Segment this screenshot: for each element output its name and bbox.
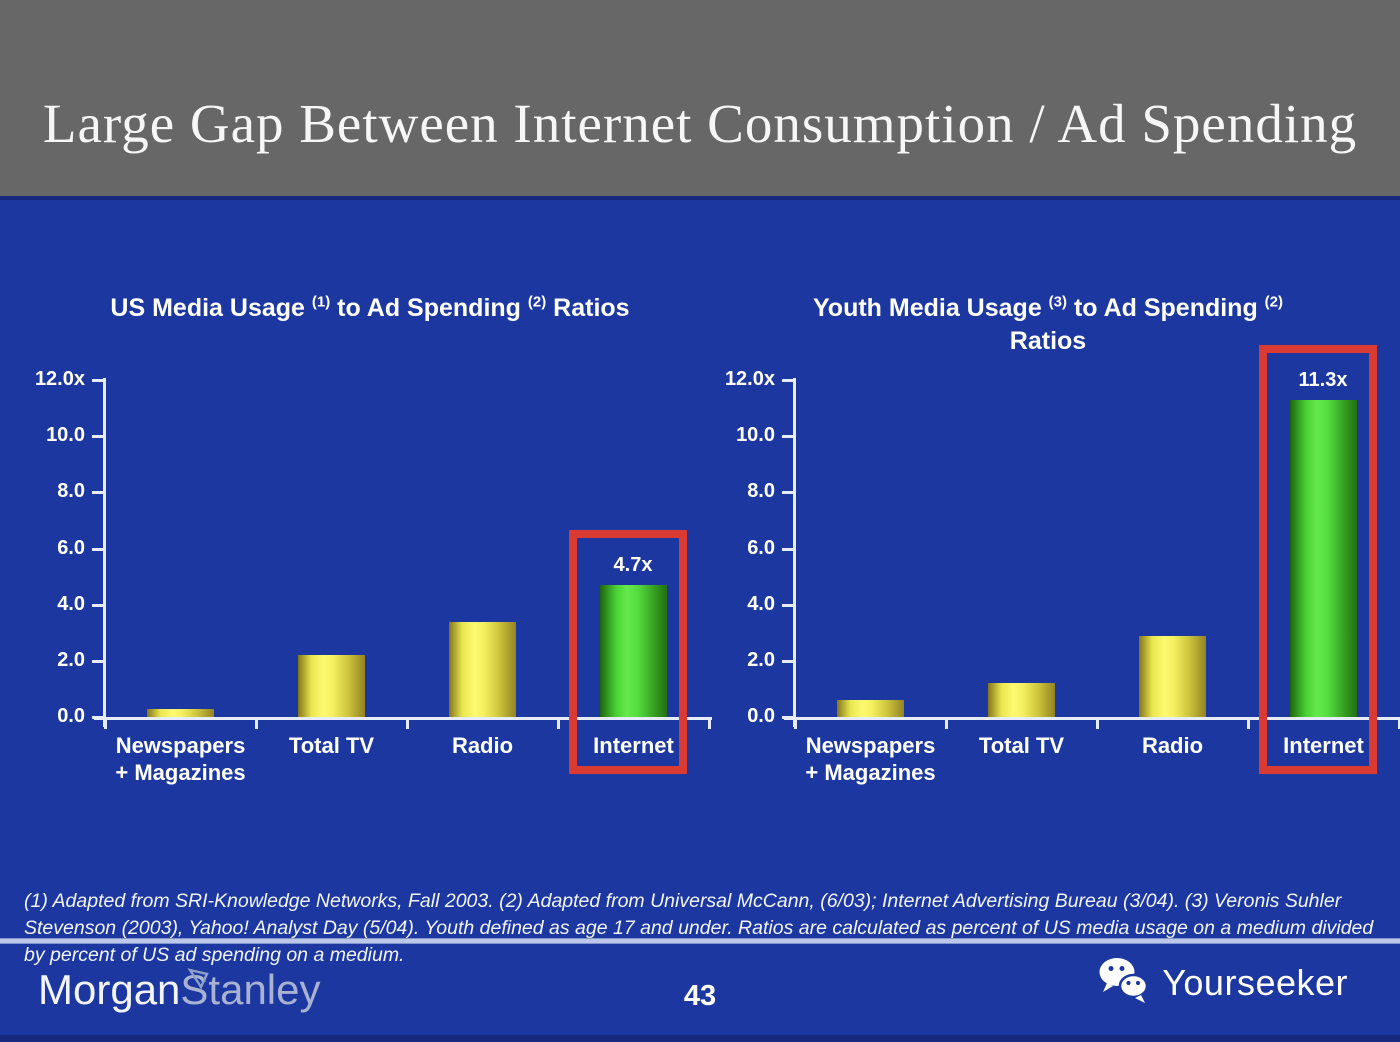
wechat-icon (1096, 956, 1152, 1009)
morgan-stanley-logo-morgan: Morgan (38, 966, 181, 1013)
category-label: Internet (1283, 733, 1364, 758)
y-axis-tick (92, 435, 103, 439)
y-tick-label: 8.0 (57, 480, 85, 503)
bar-newspapers (837, 700, 904, 717)
category-label: Total TV (288, 733, 375, 758)
chart-title-superscript: (1) (311, 293, 331, 311)
category-label: Radio (1141, 733, 1204, 758)
y-axis (103, 378, 106, 727)
category-label: Total TV (978, 733, 1065, 758)
bar-total-tv (988, 683, 1055, 717)
x-axis-tick (104, 720, 107, 729)
bar-radio (1139, 635, 1206, 717)
y-tick-label: 10.0 (736, 424, 775, 447)
y-axis-tick (92, 379, 103, 382)
y-axis-tick (782, 716, 793, 719)
category-label: Internet (593, 733, 674, 758)
y-axis-tick (782, 491, 793, 495)
highlight-rectangle (1259, 344, 1377, 774)
y-axis-tick (92, 716, 103, 719)
y-tick-label: 4.0 (57, 592, 85, 615)
chart-title-text: to Ad Spending (1067, 294, 1265, 322)
y-axis (793, 378, 796, 727)
y-axis-tick (92, 659, 103, 663)
bar-radio (449, 621, 516, 717)
morgan-stanley-triangle-icon (186, 954, 210, 998)
highlight-rectangle (569, 530, 687, 774)
y-tick-label: 0.0 (57, 705, 85, 727)
footer-separator-line (0, 938, 1400, 944)
category-label: Radio (451, 733, 514, 758)
y-axis-tick (92, 603, 103, 607)
x-axis-tick (406, 720, 409, 729)
category-label: Newspapers + Magazines (115, 733, 246, 785)
chart-title-superscript: (2) (527, 293, 547, 311)
bar-newspapers (147, 708, 214, 717)
morgan-stanley-logo-stanley: Stanley (180, 966, 321, 1013)
x-axis-tick (557, 720, 560, 729)
y-axis-tick (92, 491, 103, 495)
slide-footer: MorganStanley 43 (0, 944, 1400, 1042)
x-axis-tick (945, 720, 948, 729)
slide-bottom-edge (0, 1035, 1400, 1042)
chart-title: Youth Media Usage (3) to Ad Spending (2)… (778, 292, 1318, 358)
y-tick-label: 2.0 (57, 648, 85, 671)
y-tick-label: 8.0 (747, 480, 775, 503)
bar-value-label: 4.7x (613, 554, 653, 576)
y-tick-label: 0.0 (747, 705, 775, 727)
chart-title-text: US Media Usage (110, 294, 312, 322)
footnote: (1) Adapted from SRI-Knowledge Networks,… (24, 889, 1374, 967)
y-axis-tick (92, 547, 103, 551)
x-axis-tick (1096, 720, 1099, 729)
x-axis-tick (1398, 720, 1400, 729)
y-tick-label: 4.0 (747, 592, 775, 615)
chart-title-text: Ratios (1009, 327, 1087, 355)
x-axis-tick (255, 720, 258, 729)
yourseeker-label: Yourseeker (1162, 961, 1348, 1003)
slide-header: Large Gap Between Internet Consumption /… (0, 0, 1400, 200)
yourseeker-brand: Yourseeker (1096, 956, 1348, 1009)
y-axis-tick (782, 603, 793, 607)
chart-title: US Media Usage (1) to Ad Spending (2) Ra… (60, 292, 680, 325)
y-tick-label: 10.0 (46, 424, 85, 447)
chart-title-superscript: (2) (1264, 293, 1284, 311)
y-tick-label: 6.0 (57, 536, 85, 559)
x-axis-tick (708, 720, 711, 729)
chart-title-text: Ratios (546, 294, 630, 322)
y-axis-tick (782, 379, 793, 382)
bar-internet (600, 585, 667, 717)
chart-plot-area: 12.0x 10.0 8.0 6.0 4.0 2.0 0.0 Newspapers + Mag… (725, 344, 1400, 785)
y-tick-label: 12.0x (724, 368, 775, 390)
y-tick-label: 6.0 (747, 536, 775, 559)
slide-title: Large Gap Between Internet Consumption /… (42, 93, 1358, 154)
y-axis-tick (782, 435, 793, 439)
bar-internet (1290, 399, 1357, 717)
x-axis (784, 717, 1400, 720)
y-axis-tick (782, 547, 793, 551)
chart-title-text: Youth Media Usage (812, 294, 1049, 322)
y-tick-label: 2.0 (747, 648, 775, 671)
page-number: 43 (683, 980, 717, 1012)
bar-total-tv (298, 655, 365, 717)
x-axis (94, 717, 712, 720)
x-axis-tick (1247, 720, 1250, 729)
y-tick-label: 12.0x (34, 368, 85, 390)
chart-title-text: to Ad Spending (330, 294, 528, 322)
y-axis-tick (782, 659, 793, 663)
category-label: Newspapers + Magazines (805, 733, 936, 785)
chart-title-superscript: (3) (1048, 293, 1068, 311)
x-axis-tick (794, 720, 797, 729)
bar-value-label: 11.3x (1298, 368, 1348, 391)
chart-plot-area: 12.0x 10.0 8.0 6.0 4.0 2.0 0.0 Newspapers + Mag… (35, 368, 712, 785)
morgan-stanley-logo: MorganStanley (38, 968, 321, 1012)
